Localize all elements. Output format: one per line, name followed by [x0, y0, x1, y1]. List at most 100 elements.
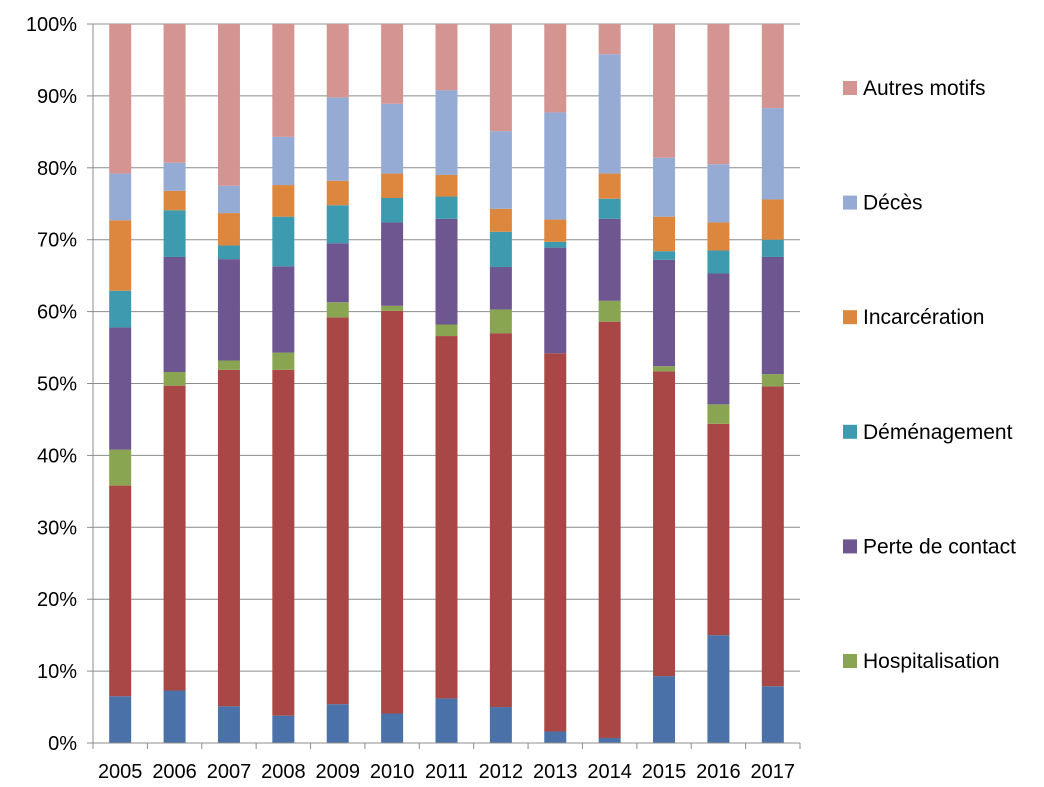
bar-segment — [435, 324, 458, 337]
bar-segment — [707, 423, 730, 636]
bar-segment — [381, 713, 404, 743]
bar-segment — [163, 162, 186, 191]
y-axis-tick-labels: 0% 10% 20% 30% 40% 50% 60% 70% 80% 90% 100% — [26, 14, 77, 755]
bar-segment — [435, 90, 458, 175]
bars — [109, 24, 784, 743]
bar-segment — [544, 353, 567, 732]
bar-segment — [109, 327, 132, 450]
bar-segment — [707, 24, 730, 165]
bar-segment — [326, 302, 349, 318]
y-axis-tick-label: 30% — [37, 517, 77, 539]
x-axis-tick-label: 2009 — [315, 761, 360, 783]
y-axis-tick-label: 10% — [37, 661, 77, 683]
bar-segment — [381, 197, 404, 223]
bar-segment — [544, 112, 567, 220]
bar-segment — [707, 404, 730, 424]
legend-swatch — [843, 310, 857, 325]
legend-label: Perte de contact — [863, 535, 1016, 558]
bar-segment — [381, 103, 404, 174]
bar-segment — [217, 369, 240, 707]
bar-segment — [598, 173, 621, 199]
bar-segment — [761, 256, 784, 375]
bar-segment — [489, 309, 512, 334]
bar-segment — [109, 696, 132, 743]
bar-segment — [653, 676, 676, 743]
bar-segment — [381, 24, 404, 104]
bar-segment — [489, 131, 512, 209]
bar-segment — [163, 385, 186, 691]
bar-segment — [761, 239, 784, 257]
bar-segment — [109, 173, 132, 221]
bar-segment — [435, 698, 458, 743]
x-axis-tick-label: 2010 — [370, 761, 415, 783]
bar-segment — [761, 374, 784, 387]
legend-swatch — [843, 195, 857, 210]
x-axis-tick-labels: 2005 2006 2007 2008 2009 2010 2011 2012 2013 2014… — [98, 761, 795, 783]
bar-segment — [489, 707, 512, 743]
y-axis-tick-label: 0% — [48, 733, 77, 755]
bar-segment — [707, 635, 730, 743]
bar-segment — [272, 266, 295, 353]
bar-segment — [326, 97, 349, 181]
bar-segment — [381, 305, 404, 311]
y-axis-tick-label: 90% — [37, 86, 77, 108]
bar-segment — [598, 54, 621, 174]
y-axis-tick-label: 60% — [37, 302, 77, 324]
bar-segment — [653, 259, 676, 367]
y-axis-tick-label: 70% — [37, 230, 77, 252]
bar-segment — [381, 310, 404, 714]
bar-segment — [544, 24, 567, 113]
bar-segment — [653, 216, 676, 252]
x-axis-tick-label: 2012 — [479, 761, 524, 783]
bar-segment — [435, 24, 458, 91]
x-axis-tick-label: 2013 — [533, 761, 578, 783]
legend-label: Hospitalisation — [863, 650, 1000, 673]
legend-swatch — [843, 539, 857, 554]
bar-segment — [707, 273, 730, 405]
bar-segment — [761, 24, 784, 109]
bar-segment — [163, 371, 186, 386]
bar-segment — [707, 250, 730, 274]
axes — [87, 23, 801, 749]
bar-segment — [109, 290, 132, 328]
bar-segment — [761, 686, 784, 743]
bar-segment — [272, 369, 295, 716]
bar-segment — [489, 208, 512, 232]
bar-segment — [109, 24, 132, 174]
bar-segment — [435, 218, 458, 325]
bar-segment — [761, 386, 784, 687]
x-axis-tick-label: 2011 — [425, 761, 468, 783]
y-axis-tick-label: 100% — [26, 14, 77, 36]
bar-segment — [707, 164, 730, 223]
bar-segment — [326, 243, 349, 303]
bar-segment — [217, 245, 240, 260]
bar-segment — [598, 24, 621, 55]
bar-segment — [381, 222, 404, 306]
legend-swatch — [843, 81, 857, 95]
bar-segment — [217, 24, 240, 186]
bar-segment — [653, 157, 676, 217]
bar-segment — [598, 300, 621, 322]
bar-segment — [217, 360, 240, 370]
bar-segment — [326, 317, 349, 705]
bar-segment — [598, 198, 621, 219]
bar-segment — [326, 205, 349, 244]
bar-segment — [598, 218, 621, 301]
bar-segment — [109, 485, 132, 697]
bar-segment — [217, 706, 240, 743]
bar-segment — [163, 24, 186, 163]
y-axis-tick-label: 40% — [37, 445, 77, 467]
bar-segment — [489, 231, 512, 268]
x-axis-tick-label: 2007 — [207, 761, 252, 783]
bar-segment — [272, 136, 295, 186]
legend-label: Incarcération — [863, 306, 984, 329]
x-axis-tick-label: 2006 — [152, 761, 197, 783]
legend-swatch — [843, 424, 857, 439]
bar-segment — [761, 108, 784, 200]
x-axis-tick-label: 2016 — [696, 761, 741, 783]
bar-segment — [761, 199, 784, 240]
bar-segment — [326, 704, 349, 743]
bar-segment — [653, 24, 676, 158]
bar-segment — [598, 737, 621, 743]
